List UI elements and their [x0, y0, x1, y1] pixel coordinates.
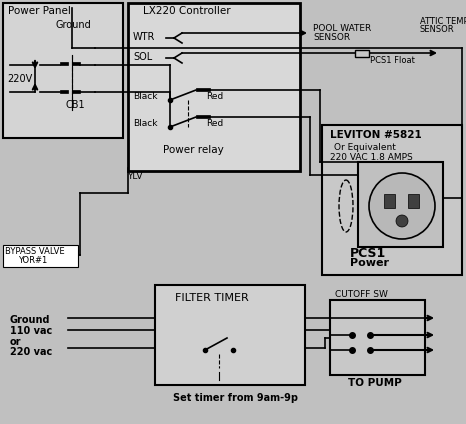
- Text: POOL WATER: POOL WATER: [313, 24, 371, 33]
- Text: PCS1 Float: PCS1 Float: [370, 56, 415, 65]
- Text: YOR#1: YOR#1: [18, 256, 47, 265]
- Text: LEVITON #5821: LEVITON #5821: [330, 130, 422, 140]
- Bar: [3, 245, 78, 267]
- Text: LX220 Controller: LX220 Controller: [143, 6, 231, 16]
- Text: or: or: [10, 337, 21, 347]
- Bar: [128, 3, 300, 171]
- Text: SOL: SOL: [133, 52, 152, 62]
- Text: Black: Black: [133, 92, 158, 101]
- Bar: [358, 162, 443, 247]
- Circle shape: [369, 173, 435, 239]
- Text: CB1: CB1: [65, 100, 85, 110]
- Text: FILTER TIMER: FILTER TIMER: [175, 293, 249, 303]
- Text: 220 vac: 220 vac: [10, 347, 52, 357]
- Circle shape: [396, 215, 408, 227]
- Bar: [322, 125, 462, 275]
- Bar: [196, 115, 210, 118]
- Bar: [384, 194, 395, 208]
- Text: SENSOR: SENSOR: [420, 25, 455, 34]
- Bar: [355, 50, 369, 57]
- Bar: [330, 300, 425, 375]
- Text: Power Panel: Power Panel: [8, 6, 71, 16]
- Bar: [155, 285, 305, 385]
- Text: YLV: YLV: [127, 172, 143, 181]
- Text: Red: Red: [206, 92, 223, 101]
- Text: WTR: WTR: [133, 32, 155, 42]
- Text: PCS1: PCS1: [350, 247, 386, 260]
- Text: BYPASS VALVE: BYPASS VALVE: [5, 247, 65, 256]
- Text: Power: Power: [350, 258, 389, 268]
- Text: TO PUMP: TO PUMP: [348, 378, 402, 388]
- Bar: [3, 3, 123, 138]
- Text: 220 VAC 1.8 AMPS: 220 VAC 1.8 AMPS: [330, 153, 413, 162]
- Bar: [408, 194, 419, 208]
- Text: 220V: 220V: [7, 74, 32, 84]
- Text: Ground: Ground: [10, 315, 50, 325]
- Text: Ground: Ground: [55, 20, 91, 30]
- Text: ATTIC TEMP: ATTIC TEMP: [420, 17, 466, 26]
- Text: SENSOR: SENSOR: [313, 33, 350, 42]
- Bar: [60, 90, 68, 93]
- Text: CUTOFF SW: CUTOFF SW: [335, 290, 388, 299]
- Bar: [60, 62, 68, 65]
- Text: 110 vac: 110 vac: [10, 326, 52, 336]
- Text: Set timer from 9am-9p: Set timer from 9am-9p: [173, 393, 298, 403]
- Text: Power relay: Power relay: [163, 145, 224, 155]
- Text: Or Equivalent: Or Equivalent: [334, 143, 396, 152]
- Bar: [72, 90, 80, 93]
- Bar: [196, 88, 210, 91]
- Text: Black: Black: [133, 119, 158, 128]
- Text: Red: Red: [206, 119, 223, 128]
- Bar: [72, 62, 80, 65]
